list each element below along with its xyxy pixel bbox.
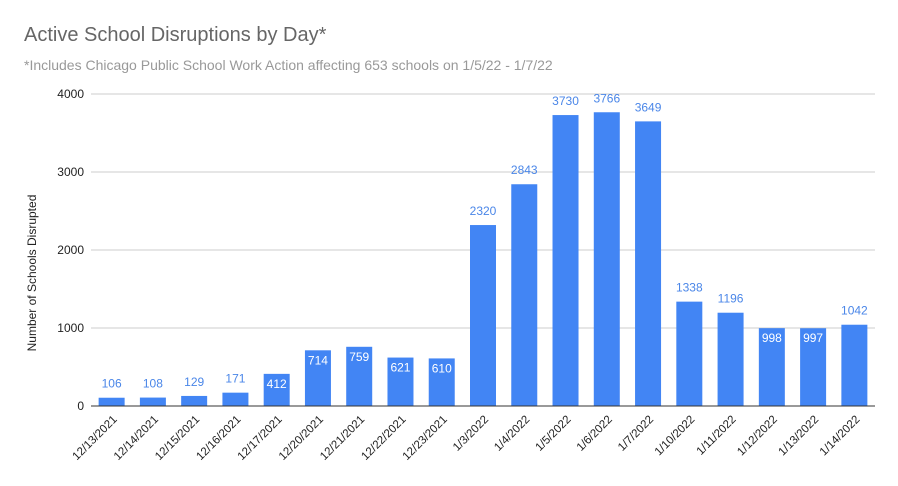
data-label: 610: [432, 361, 452, 375]
data-label: 108: [143, 377, 163, 391]
data-label: 2843: [511, 163, 538, 177]
data-label: 1042: [841, 304, 868, 318]
data-label: 1338: [676, 281, 703, 295]
x-tick-label: 1/4/2022: [492, 414, 532, 454]
data-label: 171: [225, 372, 245, 386]
bar: [511, 184, 538, 406]
bar: [470, 225, 496, 406]
bar: [139, 397, 166, 406]
chart-title: Active School Disruptions by Day*: [24, 24, 327, 46]
data-label: 3730: [552, 94, 579, 108]
y-tick-label: 0: [77, 399, 84, 413]
bar: [263, 373, 290, 406]
y-axis-title: Number of Schools Disrupted: [25, 195, 39, 352]
data-label: 998: [762, 331, 782, 345]
x-tick-label: 1/11/2022: [695, 414, 739, 458]
bar: [758, 328, 785, 406]
bar: [222, 392, 249, 406]
x-tick-label: 1/5/2022: [534, 414, 574, 454]
bar: [387, 357, 414, 406]
bar: [304, 350, 331, 406]
x-tick-label: 1/7/2022: [616, 414, 656, 454]
data-label: 759: [349, 350, 369, 364]
bar: [800, 328, 827, 406]
x-tick-label: 1/12/2022: [735, 414, 780, 459]
bar: [346, 346, 373, 406]
y-tick-label: 4000: [57, 87, 84, 101]
data-label: 106: [102, 377, 122, 391]
chart-subtitle: *Includes Chicago Public School Work Act…: [24, 57, 553, 73]
y-tick-label: 1000: [57, 321, 84, 335]
bar: [841, 324, 868, 406]
x-tick-label: 1/3/2022: [451, 414, 491, 454]
y-tick-label: 3000: [57, 165, 84, 179]
bar: [635, 121, 662, 407]
bar: [593, 112, 620, 406]
data-label: 2320: [470, 204, 497, 218]
data-label: 714: [308, 353, 328, 367]
x-tick-label: 12/23/2021: [401, 414, 450, 463]
data-label: 621: [390, 361, 410, 375]
data-label: 412: [267, 377, 287, 391]
data-label: 3649: [635, 100, 662, 114]
x-tick-label: 1/10/2022: [653, 414, 698, 459]
bar: [676, 301, 703, 406]
x-tick-label: 1/13/2022: [777, 414, 822, 459]
bar: [428, 358, 455, 406]
data-label: 997: [803, 331, 823, 345]
data-label: 1196: [718, 292, 744, 306]
data-label: 3766: [593, 91, 620, 105]
x-tick-label: 1/6/2022: [575, 414, 615, 454]
data-label: 129: [184, 375, 204, 389]
bar: [98, 397, 125, 406]
bar: [181, 395, 208, 406]
y-tick-label: 2000: [57, 243, 84, 257]
bar: [552, 115, 579, 406]
x-tick-label: 1/14/2022: [818, 414, 863, 459]
bar: [717, 312, 744, 406]
